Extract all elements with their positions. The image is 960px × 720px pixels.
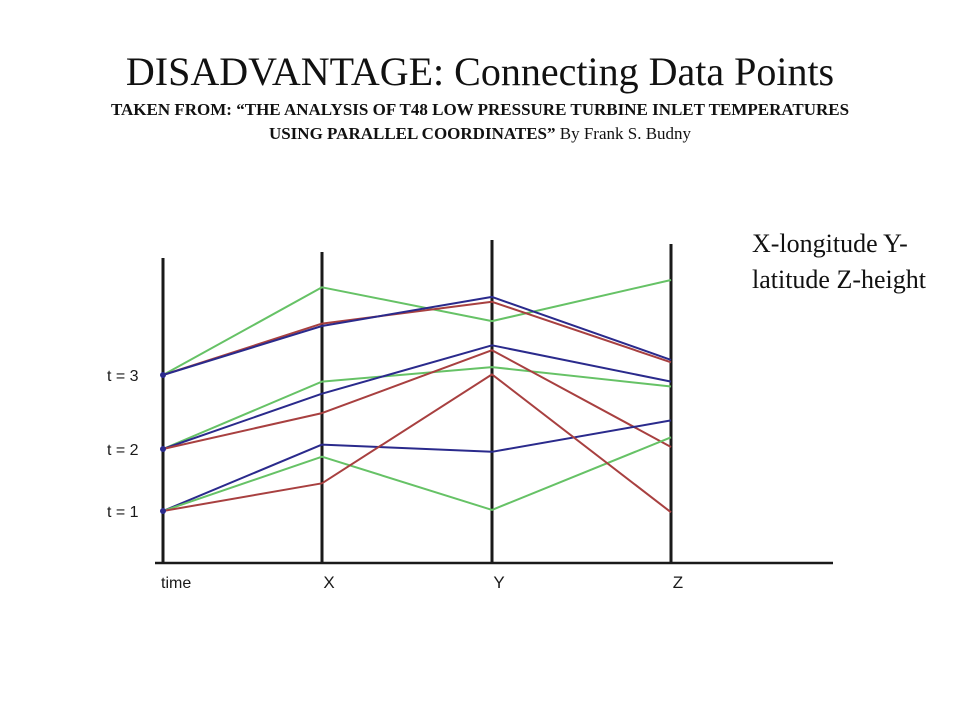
- labels-layer: time X Y Zt = 1 t = 2 t = 3: [107, 368, 683, 592]
- axis-label-time: time: [161, 575, 191, 592]
- series-line-8: [162, 436, 672, 512]
- series-line-1: [162, 279, 672, 376]
- source-paper-title: “THE ANALYSIS OF T48 LOW PRESSURE TURBIN…: [236, 100, 850, 143]
- source-prefix: TAKEN FROM:: [110, 100, 237, 119]
- time-tick-label: t = 1: [107, 504, 139, 521]
- time-tick-label: t = 2: [107, 442, 139, 459]
- time-point-t2: [160, 446, 166, 452]
- source-byline: By Frank S. Budny: [555, 124, 692, 143]
- series-line-4: [162, 366, 672, 450]
- time-point-t1: [160, 508, 166, 514]
- axis-label-x: X: [323, 573, 334, 592]
- slide-title: DISADVANTAGE: Connecting Data Points: [125, 49, 835, 94]
- time-point-t3: [160, 372, 166, 378]
- series-line-2: [162, 300, 672, 376]
- series-line-7: [162, 419, 672, 512]
- axes-layer: [155, 240, 833, 565]
- series-line-3: [162, 295, 672, 376]
- series-line-9: [162, 373, 672, 514]
- series-line-5: [162, 344, 672, 450]
- axis-label-y: Y: [493, 573, 504, 592]
- series-line-6: [162, 349, 672, 450]
- axis-label-z: Z: [673, 573, 683, 592]
- source-citation: TAKEN FROM: “THE ANALYSIS OF T48 LOW PRE…: [100, 98, 860, 146]
- time-tick-label: t = 3: [107, 368, 139, 385]
- series-lines-layer: [160, 279, 672, 514]
- axis-legend-note: X-longitude Y-latitude Z-height: [752, 229, 927, 294]
